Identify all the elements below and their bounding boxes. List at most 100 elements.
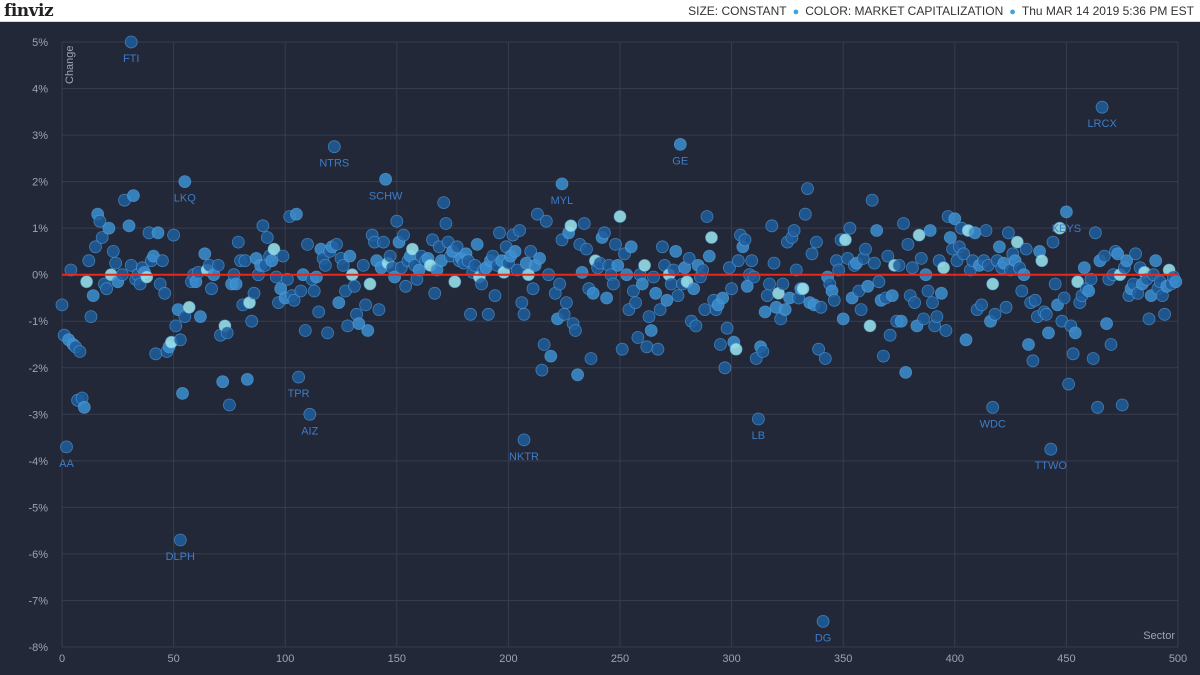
data-point[interactable] — [700, 210, 714, 223]
data-point[interactable] — [332, 296, 346, 310]
data-point[interactable] — [569, 324, 582, 337]
data-point[interactable] — [948, 212, 962, 226]
data-point[interactable] — [760, 289, 774, 303]
data-point[interactable] — [276, 249, 290, 263]
data-point[interactable] — [82, 254, 96, 268]
data-point[interactable] — [513, 224, 526, 237]
data-point[interactable] — [312, 305, 326, 319]
data-point[interactable] — [798, 207, 812, 221]
data-point[interactable] — [1046, 235, 1060, 249]
data-point[interactable] — [609, 237, 622, 251]
data-point[interactable] — [256, 219, 270, 233]
data-point[interactable] — [738, 233, 752, 247]
data-point[interactable] — [702, 249, 716, 263]
data-point[interactable] — [122, 219, 136, 233]
data-point[interactable] — [611, 258, 625, 272]
data-point[interactable] — [220, 326, 234, 340]
data-point[interactable] — [100, 282, 113, 296]
data-point[interactable] — [729, 342, 743, 356]
data-point[interactable] — [664, 277, 678, 291]
data-point[interactable] — [986, 277, 1000, 291]
data-point[interactable] — [912, 228, 926, 242]
data-point[interactable] — [1158, 307, 1171, 321]
data-point[interactable] — [796, 282, 810, 296]
data-point[interactable] — [149, 347, 163, 361]
data-point[interactable] — [301, 237, 314, 251]
data-point[interactable] — [481, 307, 495, 321]
data-point[interactable] — [531, 207, 544, 221]
data-point[interactable] — [55, 298, 69, 312]
ticker-label[interactable]: WDC — [980, 418, 1006, 430]
data-point[interactable] — [1060, 205, 1073, 219]
data-point[interactable] — [361, 324, 375, 337]
data-point[interactable] — [656, 240, 669, 254]
data-point[interactable] — [1048, 277, 1062, 291]
data-point[interactable] — [868, 256, 881, 270]
data-point[interactable] — [269, 270, 283, 284]
data-point[interactable] — [140, 270, 154, 284]
data-point[interactable] — [1104, 338, 1118, 351]
size-setting[interactable]: SIZE: CONSTANT — [688, 4, 787, 18]
data-point[interactable] — [897, 217, 910, 230]
data-point[interactable] — [818, 352, 832, 365]
data-point[interactable] — [193, 310, 207, 324]
data-point[interactable] — [510, 263, 524, 277]
data-point[interactable] — [767, 256, 781, 270]
data-point[interactable] — [894, 314, 908, 328]
data-point[interactable] — [943, 231, 957, 244]
data-point[interactable] — [986, 400, 1000, 414]
data-point[interactable] — [606, 277, 620, 291]
data-point[interactable] — [60, 440, 73, 454]
ticker-label[interactable]: KEYS — [1052, 223, 1081, 235]
data-point[interactable] — [765, 219, 779, 233]
data-point[interactable] — [240, 372, 254, 386]
data-point[interactable] — [1071, 275, 1084, 289]
ticker-label[interactable]: SCHW — [369, 190, 403, 202]
data-point[interactable] — [1022, 338, 1035, 351]
data-point[interactable] — [173, 333, 187, 347]
ticker-label[interactable]: GE — [672, 155, 688, 167]
data-point[interactable] — [877, 349, 890, 363]
data-point[interactable] — [598, 226, 611, 240]
data-point[interactable] — [921, 284, 935, 298]
data-point[interactable] — [363, 277, 377, 291]
data-point[interactable] — [464, 307, 477, 321]
data-point[interactable] — [544, 349, 558, 363]
data-point[interactable] — [839, 233, 852, 247]
data-point[interactable] — [555, 177, 569, 191]
data-point[interactable] — [260, 231, 274, 244]
data-point[interactable] — [968, 226, 982, 240]
data-point[interactable] — [343, 249, 357, 263]
data-point[interactable] — [638, 258, 651, 272]
data-point[interactable] — [814, 300, 828, 314]
data-point[interactable] — [872, 275, 886, 289]
data-point[interactable] — [673, 138, 687, 151]
data-point[interactable] — [1026, 354, 1040, 368]
data-point[interactable] — [535, 363, 549, 377]
data-point[interactable] — [1044, 442, 1058, 456]
data-point[interactable] — [1057, 291, 1071, 305]
data-point[interactable] — [405, 242, 419, 256]
data-point[interactable] — [158, 286, 172, 300]
data-point[interactable] — [959, 333, 973, 347]
data-point[interactable] — [999, 300, 1013, 314]
data-point[interactable] — [428, 286, 442, 300]
data-point[interactable] — [1053, 221, 1067, 235]
data-point[interactable] — [1149, 254, 1163, 268]
data-point[interactable] — [64, 263, 78, 277]
data-point[interactable] — [1095, 100, 1109, 114]
data-point[interactable] — [832, 263, 846, 277]
data-point[interactable] — [560, 296, 573, 310]
data-point[interactable] — [979, 224, 993, 237]
data-point[interactable] — [1019, 242, 1033, 256]
data-point[interactable] — [412, 263, 426, 277]
data-point[interactable] — [347, 279, 361, 293]
data-point[interactable] — [1062, 377, 1075, 391]
data-point[interactable] — [725, 282, 738, 296]
data-point[interactable] — [836, 312, 850, 326]
data-point[interactable] — [537, 338, 551, 351]
data-point[interactable] — [330, 237, 343, 251]
data-point[interactable] — [758, 305, 772, 319]
data-point[interactable] — [917, 312, 930, 326]
data-point[interactable] — [1115, 398, 1129, 412]
